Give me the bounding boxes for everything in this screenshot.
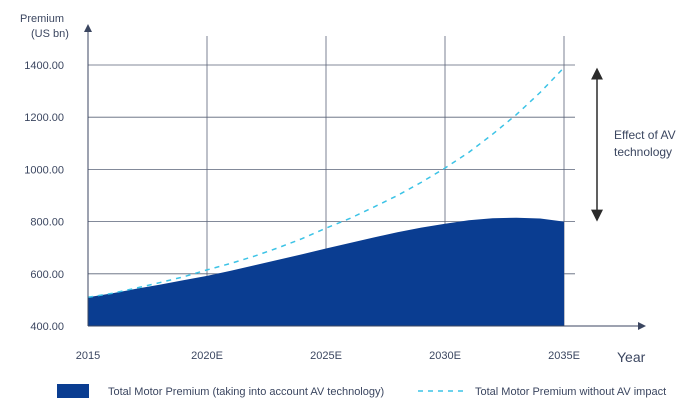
line-layer xyxy=(87,67,565,299)
legend-label-with-av: Total Motor Premium (taking into account… xyxy=(108,386,384,398)
y-tick-label: 400.00 xyxy=(30,321,64,333)
x-tick-labels: 2015 2020E 2025E 2030E 2035E xyxy=(76,350,580,362)
y-tick-label: 600.00 xyxy=(30,269,64,281)
y-axis-title-line-2: (US bn) xyxy=(31,28,69,40)
x-tick-label: 2035E xyxy=(548,350,580,362)
y-tick-label: 1200.00 xyxy=(24,112,64,124)
y-tick-label: 800.00 xyxy=(30,217,64,229)
x-tick-label: 2015 xyxy=(76,350,100,362)
x-axis-title: Year xyxy=(617,349,646,365)
series-area-with-av xyxy=(88,217,564,326)
x-tick-label: 2020E xyxy=(191,350,223,362)
x-tick-label: 2030E xyxy=(429,350,461,362)
effect-annotation-line-1: Effect of AV xyxy=(614,128,676,142)
series-line-without-av xyxy=(87,67,565,299)
area-layer xyxy=(88,217,564,326)
effect-annotation-line-2: technology xyxy=(614,145,672,159)
y-axis-title: Premium (US bn) xyxy=(20,13,69,40)
y-tick-labels: 400.00 600.00 800.00 1000.00 1200.00 1400.00 xyxy=(24,60,64,333)
x-tick-label: 2025E xyxy=(310,350,342,362)
legend-label-without-av: Total Motor Premium without AV impact xyxy=(475,386,666,398)
y-tick-label: 1400.00 xyxy=(24,60,64,72)
legend-swatch-filled-area xyxy=(57,384,89,398)
y-axis-title-line-1: Premium xyxy=(20,13,64,25)
legend: Total Motor Premium (taking into account… xyxy=(57,384,666,398)
y-tick-label: 1000.00 xyxy=(24,164,64,176)
